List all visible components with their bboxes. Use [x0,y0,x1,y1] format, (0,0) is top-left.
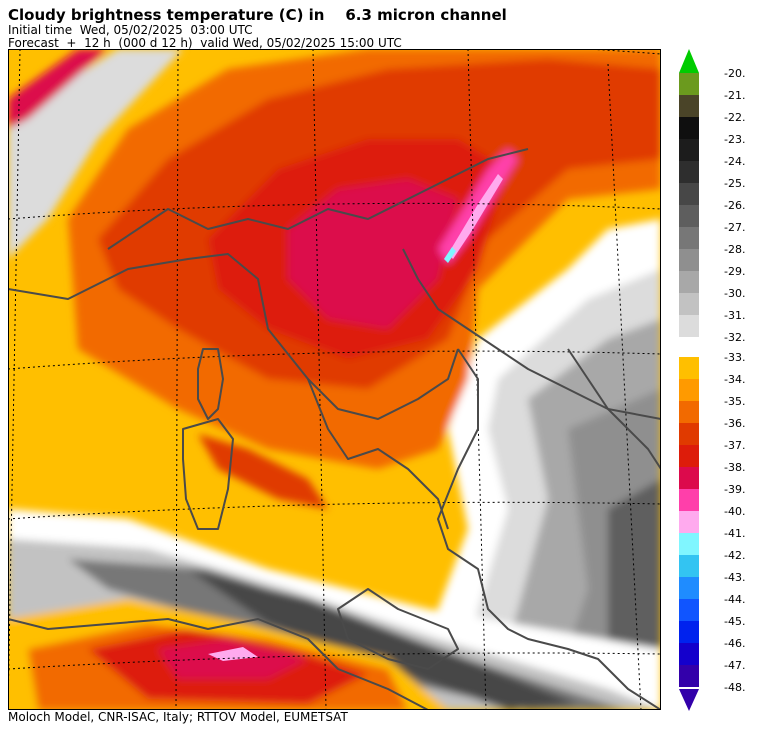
graticule-line [175,49,179,710]
coastline-albania [567,348,661,470]
legend-label: -26. [724,199,745,212]
legend-swatch [679,161,699,183]
legend-label: -30. [724,287,745,300]
coastline-sicily [337,588,459,670]
legend-label: -29. [724,265,745,278]
legend-swatch [679,445,699,467]
legend-label: -25. [724,177,745,190]
coastline-italy-north [8,253,459,420]
field-northwest-red-strip [8,49,108,129]
graticule-line [8,49,21,710]
legend-label: -46. [724,637,745,650]
legend-label: -41. [724,527,745,540]
coastline-croatia [402,248,661,420]
legend-swatch [679,467,699,489]
graticule-line [8,652,661,670]
coastline-italy-peninsula [437,348,661,710]
legend-label: -22. [724,111,745,124]
legend-swatch [679,511,699,533]
coastline-sardinia [182,418,234,530]
field-north-light-pink-streak [448,174,503,259]
legend-swatch [679,621,699,643]
field-north-magenta [288,179,458,329]
legend-label: -36. [724,417,745,430]
legend-arrow-up [679,49,699,73]
legend-swatch [679,643,699,665]
map-frame [8,49,661,710]
legend-swatch [679,95,699,117]
legend-swatch [679,117,699,139]
legend-swatch [679,423,699,445]
legend-swatch [679,249,699,271]
field-northwest-gray-band [8,49,183,259]
graticule-line [8,501,661,520]
coastline-corsica [197,348,224,420]
legend-label: -33. [724,351,745,364]
legend-swatch [679,489,699,511]
legend-swatch [679,555,699,577]
legend-swatch [679,401,699,423]
legend-label: -32. [724,331,745,344]
legend-swatch [679,665,699,687]
legend-label: -23. [724,133,745,146]
legend-swatch [679,293,699,315]
initial-time-label: Initial time Wed, 05/02/2025 03:00 UTC [8,23,253,37]
legend-label: -37. [724,439,745,452]
legend-label: -31. [724,309,745,322]
coastlines [8,148,661,710]
legend-label: -20. [724,67,745,80]
brightness-temperature-map [8,49,661,710]
legend-label: -43. [724,571,745,584]
legend-swatch [679,183,699,205]
graticule-line [8,202,661,220]
field-south-light-pink [208,647,258,661]
graticule-line [312,49,327,710]
legend-swatch [679,73,699,95]
legend-swatch [679,271,699,293]
legend-swatch [679,139,699,161]
legend-arrow-down [679,689,699,711]
coastline-border-north [107,148,529,250]
legend-label: -44. [724,593,745,606]
legend-swatch [679,379,699,401]
legend-label: -39. [724,483,745,496]
field-sardinia-streak [198,434,328,509]
legend-label: -28. [724,243,745,256]
legend-label: -35. [724,395,745,408]
legend-swatch [679,205,699,227]
field-north-cyan-tip [444,247,456,263]
legend-swatch [679,357,699,379]
legend-swatch [679,227,699,249]
legend-label: -40. [724,505,745,518]
legend-label: -45. [724,615,745,628]
legend-label: -34. [724,373,745,386]
legend-label: -38. [724,461,745,474]
legend-label: -24. [724,155,745,168]
legend-label: -42. [724,549,745,562]
legend-swatch [679,577,699,599]
model-credit: Moloch Model, CNR-ISAC, Italy; RTTOV Mod… [8,710,348,724]
field-south-core-band [188,569,578,710]
chart-title: Cloudy brightness temperature (C) in 6.3… [8,6,507,24]
legend-label: -47. [724,659,745,672]
legend-swatch [679,533,699,555]
coastline-north-africa [8,618,429,710]
coastline-italy-west [307,378,449,530]
legend-label: -48. [724,681,745,694]
forecast-label: Forecast + 12 h (000 d 12 h) valid Wed, … [8,36,402,50]
color-legend: -20. -21. -22. -23. -24. -25. -26. -27. -28. -29.… [679,49,745,711]
legend-label: -27. [724,221,745,234]
legend-swatch [679,315,699,337]
legend-swatch [679,599,699,621]
legend-label: -21. [724,89,745,102]
